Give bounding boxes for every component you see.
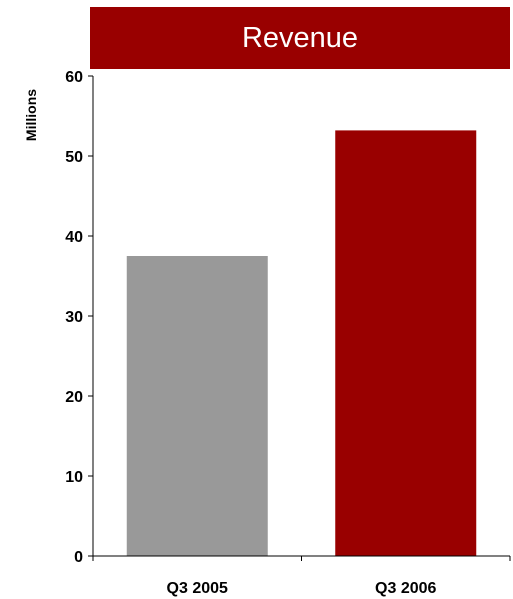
y-tick-label: 60 [65, 69, 83, 86]
chart-title-banner: Revenue [90, 7, 510, 69]
bar-2 [335, 130, 477, 556]
plot-area: 0 10 20 30 40 50 60 Q3 2005 Q3 2006 [65, 69, 511, 597]
y-tick-label: 10 [65, 469, 83, 486]
y-tick-label: 20 [65, 389, 83, 406]
y-tick-label: 0 [74, 549, 83, 566]
x-tick-label: Q3 2006 [375, 580, 436, 597]
y-tick-label: 40 [65, 229, 83, 246]
x-tick-label: Q3 2005 [167, 580, 228, 597]
y-axis-label: Millions [23, 89, 39, 141]
y-tick-label: 50 [65, 149, 83, 166]
chart-title: Revenue [241, 21, 359, 54]
bar-1 [126, 256, 268, 556]
y-tick-label: 30 [65, 309, 83, 326]
